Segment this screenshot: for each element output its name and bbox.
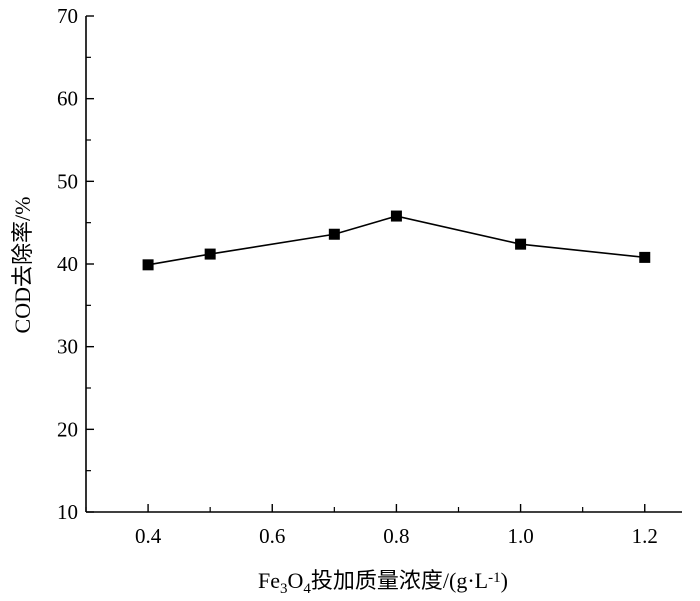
series (142, 210, 651, 271)
data-point (142, 259, 154, 271)
x-tick-label: 1.0 (507, 524, 533, 548)
x-tick-label: 0.4 (135, 524, 162, 548)
y-tick-label: 20 (57, 417, 78, 441)
y-tick-label: 10 (57, 500, 78, 524)
x-axis-label: Fe3O4投加质量浓度/(g·L-1) (258, 568, 508, 597)
y-axis-label: COD去除率/% (10, 197, 35, 334)
data-point (515, 238, 527, 250)
data-point (639, 251, 651, 263)
data-point (328, 228, 340, 240)
x-tick-label: 1.2 (632, 524, 658, 548)
ticks: 10 20 30 40 50 60 70 0.4 0.6 0.8 1.0 1.2 (57, 4, 658, 548)
x-tick-label: 0.6 (259, 524, 285, 548)
data-point (390, 210, 402, 222)
y-tick-label: 30 (57, 335, 78, 359)
y-tick-label: 70 (57, 4, 78, 28)
y-tick-label: 40 (57, 252, 78, 276)
axes (85, 16, 682, 513)
series-line (147, 215, 645, 266)
y-tick-label: 50 (57, 169, 78, 193)
y-tick-label: 60 (57, 87, 78, 111)
x-tick-label: 0.8 (383, 524, 409, 548)
data-point (204, 248, 216, 260)
